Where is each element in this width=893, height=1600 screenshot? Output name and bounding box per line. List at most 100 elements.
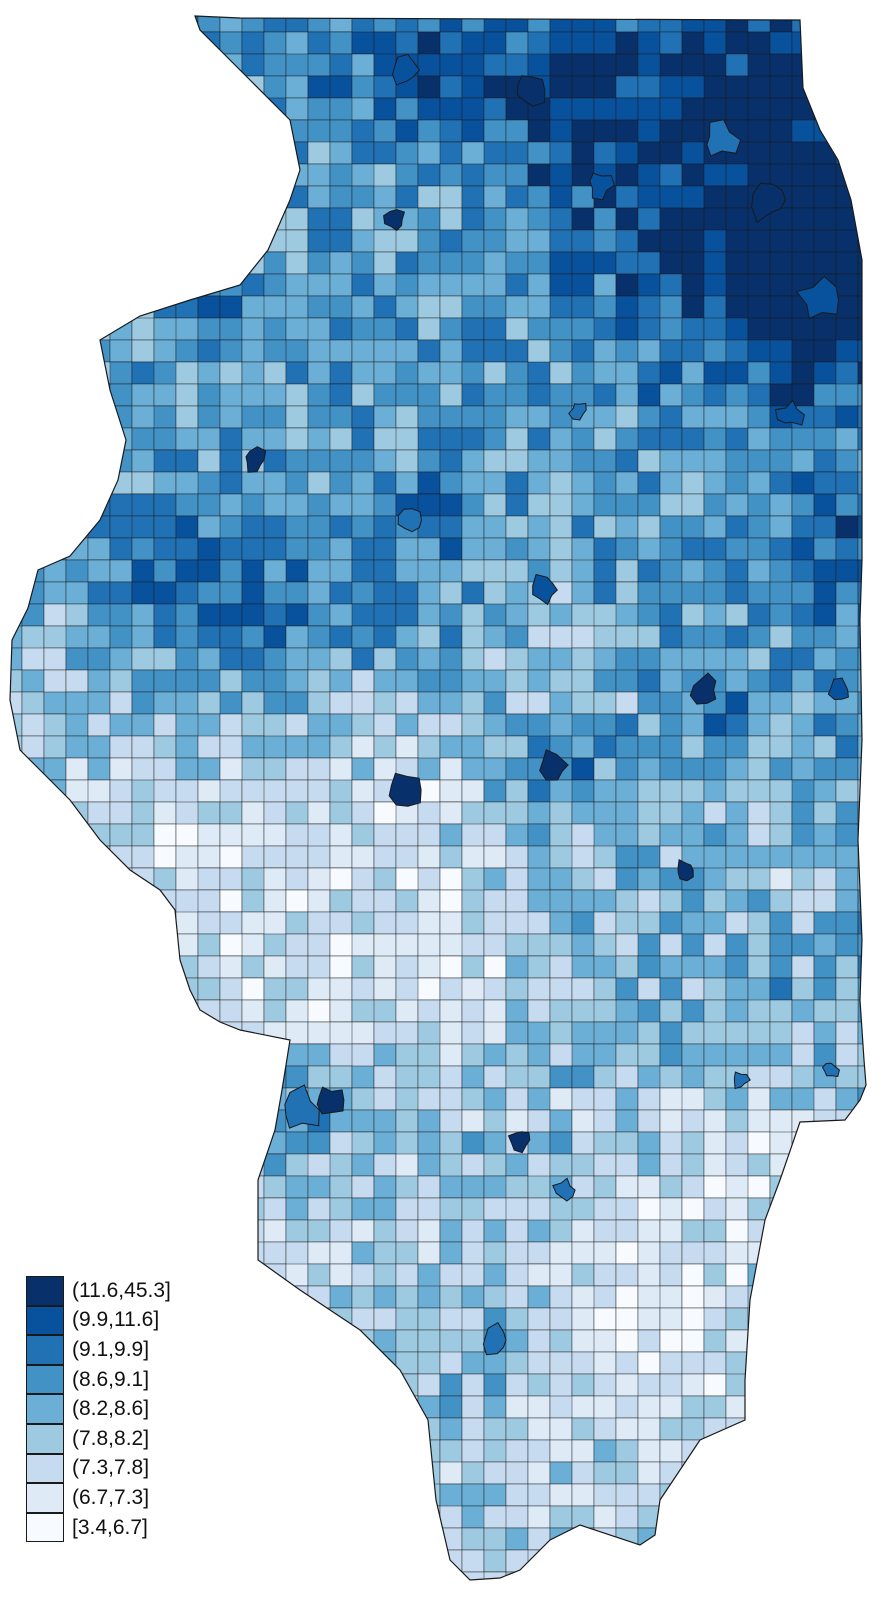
- census-tract: [351, 295, 375, 319]
- census-tract: [813, 1307, 837, 1331]
- census-tract: [351, 1395, 375, 1419]
- census-tract: [549, 1351, 573, 1375]
- census-tract: [241, 1395, 265, 1419]
- census-tract: [10, 1087, 23, 1111]
- census-tract: [351, 207, 375, 231]
- census-tract: [395, 1263, 419, 1287]
- census-tract: [197, 1131, 221, 1155]
- census-tract: [263, 537, 287, 561]
- census-tract: [87, 647, 111, 671]
- census-tract: [637, 867, 661, 891]
- census-tract: [681, 1021, 705, 1045]
- census-tract: [329, 207, 353, 231]
- census-tract: [351, 955, 375, 979]
- census-tract: [813, 757, 837, 781]
- census-tract: [791, 339, 815, 363]
- census-tract: [131, 31, 155, 55]
- census-tract: [791, 493, 815, 517]
- census-tract: [527, 647, 551, 671]
- census-tract: [263, 1439, 287, 1463]
- census-tract: [571, 801, 595, 825]
- census-tract: [571, 31, 595, 55]
- census-tract: [681, 1131, 705, 1155]
- census-tract: [835, 625, 859, 649]
- census-tract: [395, 1439, 419, 1463]
- census-tract: [813, 933, 837, 957]
- census-tract: [681, 647, 705, 671]
- census-tract: [857, 1307, 866, 1331]
- census-tract: [439, 273, 463, 297]
- census-tract: [857, 229, 866, 253]
- census-tract: [791, 31, 815, 55]
- census-tract: [681, 383, 705, 407]
- census-tract: [725, 1263, 749, 1287]
- census-tract: [527, 1307, 551, 1331]
- census-tract: [175, 251, 221, 275]
- census-tract: [175, 361, 199, 385]
- census-tract: [813, 1571, 837, 1580]
- census-tract: [725, 185, 749, 209]
- census-tract: [593, 16, 617, 33]
- census-tract: [461, 1021, 485, 1045]
- legend-swatch: [26, 1364, 64, 1395]
- census-tract: [241, 625, 265, 649]
- census-tract: [813, 977, 837, 1001]
- census-tract: [857, 1483, 866, 1507]
- census-tract: [637, 559, 661, 583]
- census-tract: [43, 339, 67, 363]
- census-tract: [417, 1065, 441, 1089]
- census-tract: [241, 339, 265, 363]
- census-tract: [725, 669, 749, 693]
- census-tract: [153, 911, 177, 935]
- census-tract: [351, 1197, 375, 1221]
- census-tract: [549, 691, 573, 715]
- census-tract: [219, 911, 243, 935]
- census-tract: [813, 1197, 859, 1221]
- census-tract: [197, 933, 221, 957]
- census-tract: [153, 1219, 177, 1243]
- census-tract: [87, 251, 111, 275]
- census-tract: [593, 1373, 617, 1397]
- census-tract: [703, 625, 727, 649]
- census-tract: [747, 1439, 793, 1463]
- census-tract: [307, 449, 331, 473]
- census-tract: [835, 581, 859, 605]
- census-tract: [769, 801, 793, 825]
- census-tract: [307, 97, 331, 121]
- census-tract: [747, 53, 771, 77]
- census-tract: [813, 163, 837, 187]
- census-tract: [747, 1021, 771, 1045]
- census-tract: [219, 537, 243, 561]
- census-tract: [659, 1395, 683, 1419]
- census-tract: [483, 53, 507, 77]
- census-tract: [571, 1131, 595, 1155]
- census-tract: [505, 1109, 529, 1133]
- census-tract: [241, 207, 265, 231]
- census-tract: [175, 273, 199, 297]
- census-tract: [263, 16, 287, 33]
- census-tract: [637, 1461, 661, 1485]
- census-tract: [483, 471, 507, 495]
- census-tract: [175, 1351, 199, 1375]
- census-tract: [329, 1417, 353, 1441]
- census-tract: [615, 1021, 639, 1045]
- census-tract: [703, 647, 727, 671]
- census-tract: [241, 97, 265, 121]
- census-tract: [483, 559, 507, 583]
- census-tract: [241, 691, 265, 715]
- census-tract: [285, 1461, 309, 1485]
- census-tract: [131, 515, 155, 539]
- census-tract: [505, 16, 529, 33]
- census-tract: [571, 735, 595, 759]
- census-tract: [571, 757, 595, 781]
- census-tract: [769, 31, 793, 55]
- census-tract: [10, 1065, 23, 1089]
- census-tract: [703, 163, 727, 187]
- census-tract: [417, 889, 441, 913]
- census-tract: [615, 779, 639, 803]
- census-tract: [131, 339, 155, 363]
- census-tract: [659, 735, 683, 759]
- census-tract: [219, 1395, 243, 1419]
- census-tract: [109, 1087, 133, 1111]
- legend-swatch: [26, 1423, 64, 1454]
